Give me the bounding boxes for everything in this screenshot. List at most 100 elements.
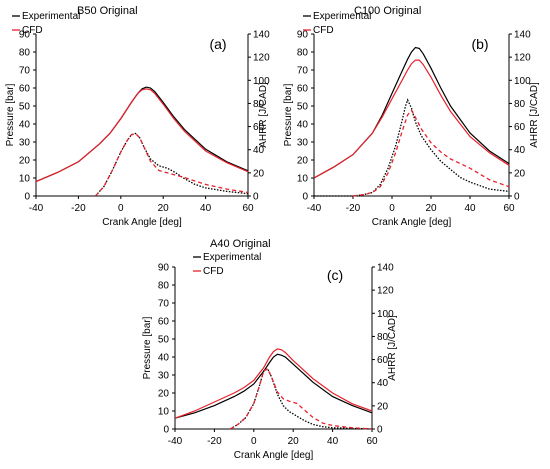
y2-tick-label: 0 [514, 192, 520, 203]
y-axis-label: Pressure [bar] [283, 83, 294, 146]
chart-title: B50 Original [77, 5, 138, 17]
y-tick-label: 90 [158, 263, 170, 274]
x-tick-label: -20 [71, 203, 86, 214]
panel-label: (b) [471, 36, 488, 52]
x-tick-label: 60 [503, 203, 515, 214]
y2-tick-label: 80 [253, 99, 265, 110]
y2-tick-label: 80 [377, 332, 389, 343]
series-cfd-pressure-line [313, 59, 510, 179]
x-tick-label: 0 [251, 436, 257, 447]
y-tick-label: 20 [19, 156, 31, 167]
x-axis-label: Crank Angle [deg] [372, 217, 452, 228]
y2-tick-label: 100 [514, 76, 531, 87]
series-experimental-pressure-line [174, 353, 373, 419]
y-tick-label: 80 [297, 48, 309, 59]
y-tick-label: 60 [297, 84, 309, 95]
y2-tick-label: 20 [253, 168, 265, 179]
x-tick-label: -20 [207, 436, 222, 447]
y-tick-label: 40 [297, 120, 309, 131]
y-tick-label: 40 [158, 353, 170, 364]
x-tick-label: -40 [29, 203, 44, 214]
y2-axis-label: AHRR [J/CAD] [258, 82, 269, 148]
y-tick-label: 10 [19, 174, 31, 185]
series-experimental-pressure-line [313, 46, 510, 179]
y-tick-label: 0 [302, 192, 308, 203]
y2-tick-label: 0 [377, 425, 383, 436]
y2-tick-label: 80 [514, 99, 526, 110]
x-tick-label: 60 [366, 436, 378, 447]
y2-axis-label: AHRR [J/CAD] [529, 82, 540, 148]
legend: Experimental CFD [193, 252, 261, 277]
y-tick-label: 70 [297, 66, 309, 77]
y2-tick-label: 40 [514, 145, 526, 156]
chart-panel-1: -40 -20 0 20 40 60010203040506070809002040608… [5, 5, 270, 228]
series-experimental-ahrr-line [94, 132, 249, 197]
x-axis-label: Crank Angle [deg] [102, 217, 182, 228]
y2-tick-label: 100 [253, 76, 270, 87]
legend-label: Experimental [203, 252, 261, 263]
y-tick-label: 30 [297, 138, 309, 149]
series-cfd-pressure-line [35, 88, 249, 183]
x-tick-label: 60 [242, 203, 254, 214]
legend: Experimental CFD [12, 11, 80, 36]
y-tick-label: 20 [297, 156, 309, 167]
x-tick-label: -40 [307, 203, 322, 214]
y-tick-label: 20 [158, 389, 170, 400]
x-tick-label: 0 [118, 203, 124, 214]
chart-title: C100 Original [354, 5, 421, 17]
legend-label: CFD [22, 25, 43, 36]
legend: Experimental CFD [303, 11, 371, 36]
series-cfd-ahrr-line [229, 367, 373, 430]
y-tick-label: 80 [19, 48, 31, 59]
y-tick-label: 90 [19, 30, 31, 41]
y2-tick-label: 120 [377, 286, 394, 297]
x-tick-label: 20 [288, 436, 300, 447]
series-cfd-ahrr-line [352, 109, 510, 197]
y2-tick-label: 60 [514, 122, 526, 133]
y-axis-label: Pressure [bar] [142, 316, 153, 379]
x-tick-label: 0 [389, 203, 395, 214]
series-experimental-ahrr-line [229, 367, 373, 430]
x-tick-label: 20 [158, 203, 170, 214]
y-tick-label: 50 [297, 102, 309, 113]
series-cfd-ahrr-line [94, 132, 249, 197]
panel-label: (c) [327, 267, 343, 283]
y-tick-label: 50 [19, 102, 31, 113]
y2-tick-label: 40 [253, 145, 265, 156]
y-tick-label: 60 [19, 84, 31, 95]
y-tick-label: 0 [163, 425, 169, 436]
y-tick-label: 50 [158, 335, 170, 346]
legend-label: Experimental [22, 11, 80, 22]
panel-label: (a) [209, 36, 226, 52]
x-tick-label: -40 [168, 436, 183, 447]
legend-label: CFD [203, 266, 224, 277]
legend-label: Experimental [313, 11, 371, 22]
y2-tick-label: 60 [253, 122, 265, 133]
y-tick-label: 30 [19, 138, 31, 149]
x-tick-label: 40 [327, 436, 339, 447]
chart-panel-2: -40 -20 0 20 40 60010203040506070809002040608… [283, 5, 540, 228]
legend-label: CFD [313, 25, 334, 36]
y-tick-label: 10 [158, 407, 170, 418]
y2-axis-label: AHRR [J/CAD] [387, 315, 398, 381]
y-tick-label: 0 [24, 192, 30, 203]
y2-tick-label: 140 [253, 30, 270, 41]
x-tick-label: 40 [200, 203, 212, 214]
y2-tick-label: 140 [377, 263, 394, 274]
x-axis-label: Crank Angle [deg] [234, 450, 314, 461]
y-tick-label: 70 [158, 299, 170, 310]
y2-tick-label: 0 [253, 192, 259, 203]
series-cfd-pressure-line [174, 348, 373, 419]
y2-tick-label: 20 [377, 401, 389, 412]
y-tick-label: 90 [297, 30, 309, 41]
y-tick-label: 80 [158, 281, 170, 292]
y2-tick-label: 60 [377, 355, 389, 366]
chart-panel-3: -40 -20 0 20 40 60010203040506070809002040608… [142, 238, 398, 461]
y-tick-label: 30 [158, 371, 170, 382]
y2-tick-label: 100 [377, 309, 394, 320]
y-tick-label: 60 [158, 317, 170, 328]
y-tick-label: 10 [297, 174, 309, 185]
y-tick-label: 70 [19, 66, 31, 77]
y-tick-label: 40 [19, 120, 31, 131]
series-experimental-ahrr-line [314, 98, 510, 197]
